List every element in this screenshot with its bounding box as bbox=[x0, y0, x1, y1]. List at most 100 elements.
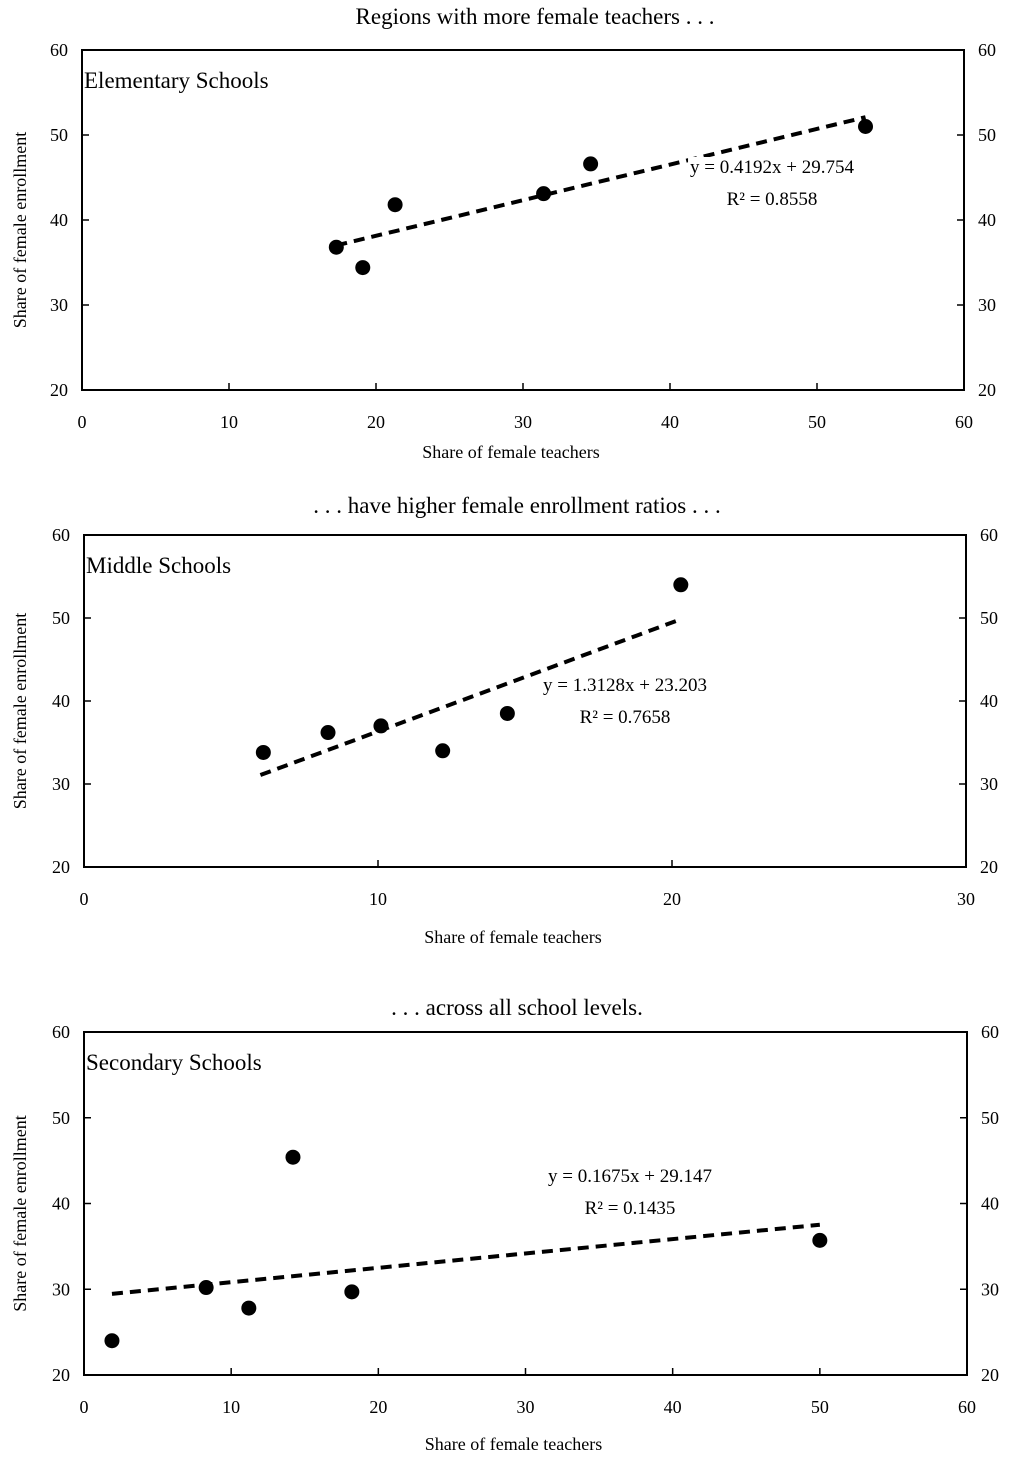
y-tick-label-left: 60 bbox=[52, 525, 70, 545]
y-axis-label: Share of female enrollment bbox=[10, 613, 30, 809]
label-background bbox=[577, 707, 673, 728]
x-tick-label: 10 bbox=[220, 412, 238, 432]
data-point bbox=[673, 577, 689, 593]
trend-line bbox=[259, 618, 679, 777]
data-point bbox=[373, 718, 389, 734]
data-point bbox=[355, 260, 371, 276]
data-point bbox=[255, 744, 271, 760]
y-tick-label-left: 20 bbox=[50, 380, 68, 400]
plot-frame bbox=[83, 1031, 968, 1376]
x-tick-label: 50 bbox=[808, 412, 826, 432]
plot-frame bbox=[83, 534, 967, 868]
x-tick-label: 30 bbox=[957, 889, 975, 909]
y-tick-label-left: 50 bbox=[52, 1108, 70, 1128]
data-point bbox=[536, 186, 552, 202]
regression-equation: y = 0.4192x + 29.754 bbox=[690, 157, 854, 178]
y-tick-label-right: 40 bbox=[980, 691, 998, 711]
regression-equation: y = 1.3128x + 23.203 bbox=[543, 675, 707, 696]
panel-label: Elementary Schools bbox=[84, 68, 269, 93]
regression-equation: y = 0.1675x + 29.147 bbox=[548, 1166, 712, 1187]
y-tick-label-right: 50 bbox=[978, 125, 996, 145]
x-axis-label: Share of female teachers bbox=[424, 927, 601, 947]
data-point bbox=[241, 1300, 257, 1316]
data-point bbox=[858, 119, 874, 134]
panel-label: Middle Schools bbox=[86, 553, 231, 578]
data-point bbox=[387, 197, 403, 213]
y-tick-label-left: 50 bbox=[50, 125, 68, 145]
x-tick-label: 40 bbox=[661, 412, 679, 432]
elementary-schools-chart: Regions with more female teachers . . . E… bbox=[10, 4, 996, 462]
y-tick-label-right: 30 bbox=[980, 774, 998, 794]
data-point bbox=[812, 1232, 828, 1248]
x-tick-label: 20 bbox=[663, 889, 681, 909]
y-tick-label-left: 40 bbox=[50, 210, 68, 230]
y-tick-label-right: 20 bbox=[980, 857, 998, 877]
x-tick-label: 60 bbox=[955, 412, 973, 432]
y-tick-label-right: 60 bbox=[981, 1022, 999, 1042]
data-point bbox=[320, 725, 336, 741]
y-tick-label-left: 60 bbox=[52, 1022, 70, 1042]
x-tick-label: 10 bbox=[222, 1397, 240, 1417]
x-tick-label: 50 bbox=[811, 1397, 829, 1417]
x-tick-label: 0 bbox=[80, 889, 89, 909]
r-squared-label: R² = 0.1435 bbox=[585, 1198, 676, 1219]
x-tick-label: 0 bbox=[80, 1397, 89, 1417]
y-tick-label-left: 60 bbox=[50, 40, 68, 60]
label-background bbox=[546, 1166, 714, 1187]
data-point bbox=[104, 1333, 120, 1349]
y-tick-label-right: 50 bbox=[980, 608, 998, 628]
x-tick-label: 0 bbox=[78, 412, 87, 432]
secondary-schools-chart: . . . across all school levels. Secondary… bbox=[10, 995, 999, 1454]
x-tick-label: 20 bbox=[369, 1397, 387, 1417]
data-point bbox=[285, 1149, 301, 1165]
x-tick-label: 60 bbox=[958, 1397, 976, 1417]
trend-line bbox=[335, 115, 866, 248]
r-squared-label: R² = 0.7658 bbox=[580, 707, 671, 728]
y-tick-label-right: 40 bbox=[978, 210, 996, 230]
y-axis-label: Share of female enrollment bbox=[10, 1115, 30, 1311]
r-squared-label: R² = 0.8558 bbox=[727, 189, 818, 210]
label-background bbox=[582, 1198, 678, 1219]
label-background bbox=[541, 675, 709, 696]
y-tick-label-right: 40 bbox=[981, 1194, 999, 1214]
y-tick-label-right: 30 bbox=[978, 295, 996, 315]
data-point bbox=[435, 743, 451, 759]
y-tick-label-right: 20 bbox=[981, 1365, 999, 1385]
x-tick-label: 20 bbox=[367, 412, 385, 432]
chart-title: . . . have higher female enrollment rati… bbox=[313, 493, 720, 518]
x-axis-label: Share of female teachers bbox=[422, 442, 599, 462]
trend-line bbox=[111, 1222, 821, 1296]
x-tick-label: 30 bbox=[517, 1397, 535, 1417]
label-background bbox=[688, 157, 857, 178]
data-point bbox=[198, 1280, 214, 1296]
y-tick-label-right: 30 bbox=[981, 1279, 999, 1299]
chart-title: . . . across all school levels. bbox=[391, 995, 643, 1020]
y-tick-label-left: 50 bbox=[52, 608, 70, 628]
data-point bbox=[499, 705, 515, 721]
y-tick-label-left: 30 bbox=[52, 1279, 70, 1299]
y-tick-label-right: 20 bbox=[978, 380, 996, 400]
y-tick-label-left: 20 bbox=[52, 857, 70, 877]
y-tick-label-left: 20 bbox=[52, 1365, 70, 1385]
y-tick-label-right: 60 bbox=[980, 525, 998, 545]
y-tick-label-left: 30 bbox=[50, 295, 68, 315]
y-tick-label-right: 60 bbox=[978, 40, 996, 60]
plot-frame bbox=[81, 49, 965, 391]
data-point bbox=[344, 1284, 360, 1300]
x-tick-label: 30 bbox=[514, 412, 532, 432]
label-background bbox=[724, 189, 820, 210]
y-tick-label-left: 30 bbox=[52, 774, 70, 794]
middle-schools-chart: . . . have higher female enrollment rati… bbox=[10, 493, 998, 947]
x-axis-label: Share of female teachers bbox=[425, 1434, 602, 1454]
y-tick-label-left: 40 bbox=[52, 691, 70, 711]
y-axis-label: Share of female enrollment bbox=[10, 132, 30, 328]
x-tick-label: 10 bbox=[369, 889, 387, 909]
x-tick-label: 40 bbox=[664, 1397, 682, 1417]
chart-title: Regions with more female teachers . . . bbox=[356, 4, 715, 29]
y-tick-label-left: 40 bbox=[52, 1194, 70, 1214]
panel-label: Secondary Schools bbox=[86, 1050, 262, 1075]
data-point bbox=[583, 156, 599, 172]
y-tick-label-right: 50 bbox=[981, 1108, 999, 1128]
data-point bbox=[328, 239, 344, 255]
